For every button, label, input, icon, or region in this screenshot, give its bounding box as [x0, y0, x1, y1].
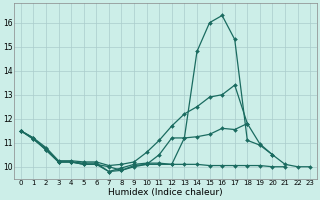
X-axis label: Humidex (Indice chaleur): Humidex (Indice chaleur) [108, 188, 223, 197]
